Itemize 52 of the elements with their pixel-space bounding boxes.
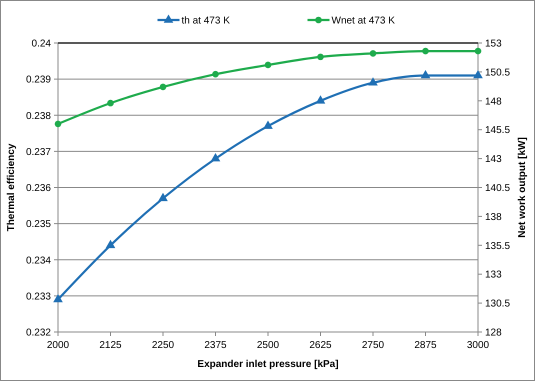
y-tick-label: 0.234 — [26, 255, 52, 266]
x-tick-label: 2000 — [46, 340, 70, 351]
y2-tick-label: 135.5 — [485, 240, 510, 252]
point — [316, 95, 326, 104]
point — [160, 84, 166, 90]
point — [107, 100, 114, 106]
x-tick-label: 2750 — [362, 340, 385, 351]
x-tick-label: 2875 — [414, 340, 438, 351]
point — [53, 294, 63, 302]
y2-tick-label: 130.5 — [485, 298, 510, 310]
y-tick-label: 0.235 — [26, 219, 52, 230]
point — [473, 70, 483, 78]
x-tick-label: 2250 — [152, 340, 175, 351]
y2-tick-label: 133 — [485, 270, 502, 281]
legend-label: th at 473 K — [182, 16, 230, 26]
y2-tick-label: 150.5 — [485, 67, 510, 78]
y-tick-label: 0.237 — [26, 146, 52, 158]
point — [264, 62, 272, 68]
y2-tick-label: 128 — [485, 328, 502, 338]
y-tick-label: 0.24 — [32, 38, 52, 50]
y2-tick-label: 145.5 — [485, 125, 510, 136]
legend-label: Wnet at 473 K — [332, 16, 396, 26]
point — [370, 50, 376, 57]
y2-tick-label: 138 — [485, 212, 502, 223]
point — [422, 48, 429, 54]
y-tick-label: 0.232 — [26, 328, 52, 338]
point — [317, 54, 324, 60]
x-tick-label: 2500 — [256, 340, 280, 351]
y-tick-label: 0.236 — [26, 183, 52, 194]
x-tick-label: 2375 — [204, 340, 228, 351]
point — [212, 70, 219, 78]
y-tick-label: 0.233 — [26, 291, 52, 302]
point — [106, 240, 116, 248]
y2-tick-label: 140.5 — [485, 183, 510, 194]
y2-tick-label: 148 — [485, 96, 502, 108]
y-axis-title: Thermal efficiency — [6, 143, 17, 232]
point — [210, 153, 220, 162]
x-tick-label: 2125 — [99, 340, 122, 351]
point — [54, 120, 62, 128]
point — [420, 70, 430, 78]
y2-tick-label: 153 — [485, 38, 502, 50]
point — [158, 192, 168, 202]
y-tick-label: 0.239 — [26, 74, 52, 86]
y2-axis-title: Net work output [kW] — [517, 137, 528, 238]
x-axis-title: Expander inlet pressure [kPa] — [197, 359, 339, 370]
y-tick-label: 0.238 — [26, 110, 52, 122]
point — [263, 120, 273, 129]
y2-tick-label: 143 — [485, 154, 502, 166]
point — [474, 48, 482, 54]
point — [368, 77, 378, 86]
x-tick-label: 3000 — [466, 340, 490, 351]
x-tick-label: 2625 — [309, 340, 332, 351]
